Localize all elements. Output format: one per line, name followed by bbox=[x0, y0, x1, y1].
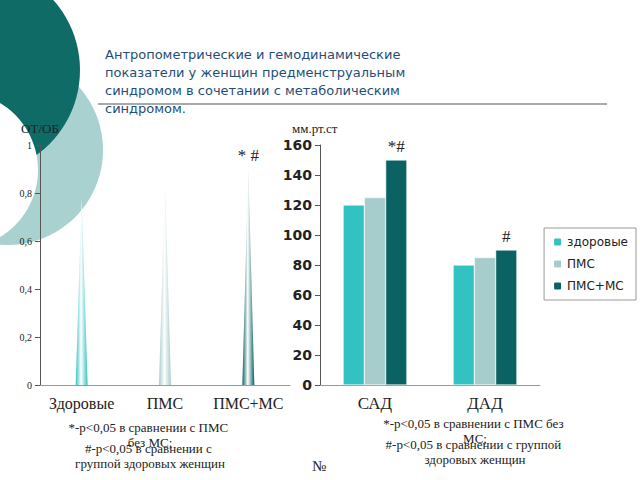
svg-text:#: # bbox=[502, 227, 511, 246]
svg-text:0,4: 0,4 bbox=[20, 284, 33, 295]
svg-text:0,2: 0,2 bbox=[20, 332, 33, 343]
svg-text:*-p<0,05 в сравнении с ПМС без: *-p<0,05 в сравнении с ПМС без bbox=[383, 416, 567, 431]
svg-text:группой здоровых женщин: группой здоровых женщин bbox=[75, 456, 225, 471]
svg-text:160: 160 bbox=[283, 137, 312, 153]
svg-text:мм.рт.ст: мм.рт.ст bbox=[292, 121, 338, 136]
svg-text:140: 140 bbox=[283, 167, 312, 183]
svg-text:0: 0 bbox=[27, 380, 32, 391]
svg-text:0,8: 0,8 bbox=[20, 188, 33, 199]
svg-text:0,6: 0,6 bbox=[20, 236, 33, 247]
svg-text:0: 0 bbox=[302, 377, 312, 393]
svg-text:* #: * # bbox=[238, 146, 260, 165]
svg-text:1: 1 bbox=[27, 140, 32, 151]
svg-text:60: 60 bbox=[293, 287, 313, 303]
svg-text:здоровых женщин: здоровых женщин bbox=[424, 452, 525, 467]
svg-text:40: 40 bbox=[293, 317, 313, 333]
svg-text:Антропометрические и гемодинам: Антропометрические и гемодинамические bbox=[105, 47, 405, 62]
svg-text:САД: САД bbox=[358, 394, 393, 413]
svg-text:Здоровые: Здоровые bbox=[49, 395, 114, 413]
svg-text:синдромом в сочетании с метабо: синдромом в сочетании с метаболическим bbox=[105, 83, 404, 98]
svg-text:синдромом.: синдромом. bbox=[105, 101, 186, 116]
svg-text:ПМС+МС: ПМС+МС bbox=[567, 279, 624, 293]
svg-text:80: 80 bbox=[293, 257, 313, 273]
svg-text:ПМС: ПМС bbox=[147, 395, 183, 412]
svg-text:*#: *# bbox=[388, 137, 406, 156]
svg-text:показатели у женщин предменстр: показатели у женщин предменструальным bbox=[105, 65, 409, 80]
svg-text:20: 20 bbox=[293, 347, 313, 363]
svg-text:ПМС+МС: ПМС+МС bbox=[213, 395, 283, 412]
svg-text:#-p<0,05 в сравнении с: #-p<0,05 в сравнении с bbox=[85, 441, 215, 456]
svg-text:здоровые: здоровые bbox=[567, 235, 628, 249]
svg-text:ОТ/ОБ: ОТ/ОБ bbox=[21, 121, 59, 136]
svg-text:100: 100 bbox=[283, 227, 312, 243]
svg-text:120: 120 bbox=[283, 197, 312, 213]
svg-text:#-p<0,05 в сравнении с группой: #-p<0,05 в сравнении с группой bbox=[386, 437, 565, 452]
svg-text:ПМС: ПМС bbox=[567, 257, 595, 271]
svg-text:ДАД: ДАД bbox=[467, 394, 503, 413]
svg-text:*-p<0,05 в сравнении с ПМС: *-p<0,05 в сравнении с ПМС bbox=[69, 420, 232, 435]
svg-text:№: № bbox=[312, 458, 326, 474]
